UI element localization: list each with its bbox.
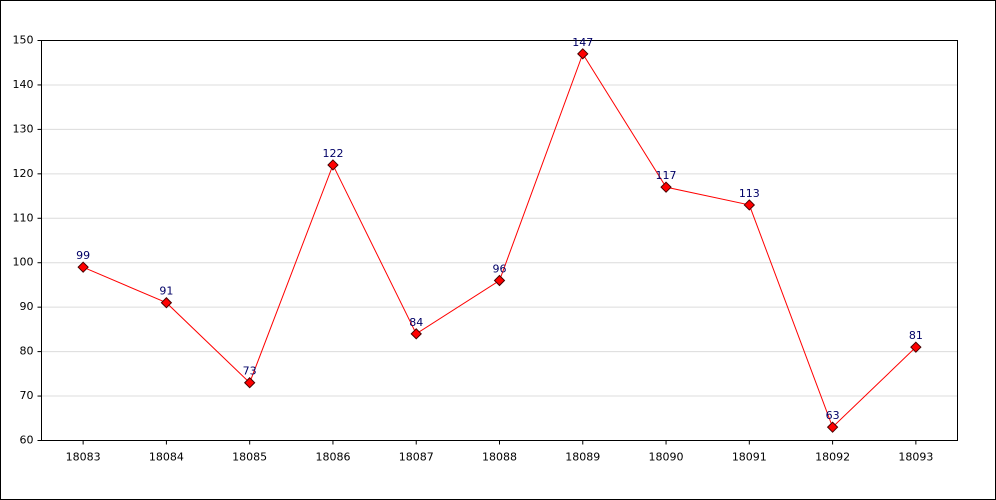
point (327, 159, 339, 171)
plot-area (41, 40, 958, 441)
y-tick-label: 110 (13, 211, 34, 224)
x-tick-label: 18089 (565, 451, 600, 464)
data-label: 91 (159, 285, 173, 298)
point (160, 297, 173, 309)
data-label: 122 (322, 147, 343, 160)
point (410, 328, 422, 340)
point (743, 199, 756, 211)
x-tick-label: 18091 (732, 451, 767, 464)
point (660, 181, 672, 193)
y-tick-label: 120 (13, 167, 34, 180)
y-tick-label: 130 (13, 122, 34, 135)
data-label: 147 (572, 36, 593, 49)
x-tick-label: 18088 (482, 451, 517, 464)
y-tick-label: 60 (20, 434, 34, 447)
data-label: 96 (493, 263, 507, 276)
data-label: 73 (243, 365, 257, 378)
y-tick-label: 70 (20, 389, 34, 402)
y-tick-label: 90 (20, 300, 34, 313)
point (493, 274, 506, 287)
x-tick-label: 18083 (66, 451, 101, 464)
data-label: 99 (76, 249, 90, 262)
data-label: 117 (656, 169, 677, 182)
x-tick-label: 18090 (649, 451, 684, 464)
point (243, 377, 256, 389)
y-tick-label: 100 (13, 256, 34, 269)
y-tick-label: 140 (13, 78, 34, 91)
x-tick-label: 18084 (149, 451, 184, 464)
data-label: 113 (739, 187, 760, 200)
point (826, 421, 839, 433)
data-label: 63 (826, 409, 840, 422)
point (577, 48, 589, 60)
x-tick-label: 18093 (898, 451, 933, 464)
y-tick-label: 150 (13, 34, 34, 47)
x-tick-label: 18085 (232, 451, 267, 464)
y-tick-label: 80 (20, 345, 34, 358)
data-label: 84 (409, 316, 423, 329)
point (77, 261, 89, 273)
x-tick-label: 18086 (315, 451, 350, 464)
x-tick-label: 18087 (399, 451, 434, 464)
point (910, 341, 922, 353)
x-tick-label: 18092 (815, 451, 850, 464)
data-label: 81 (909, 329, 923, 342)
